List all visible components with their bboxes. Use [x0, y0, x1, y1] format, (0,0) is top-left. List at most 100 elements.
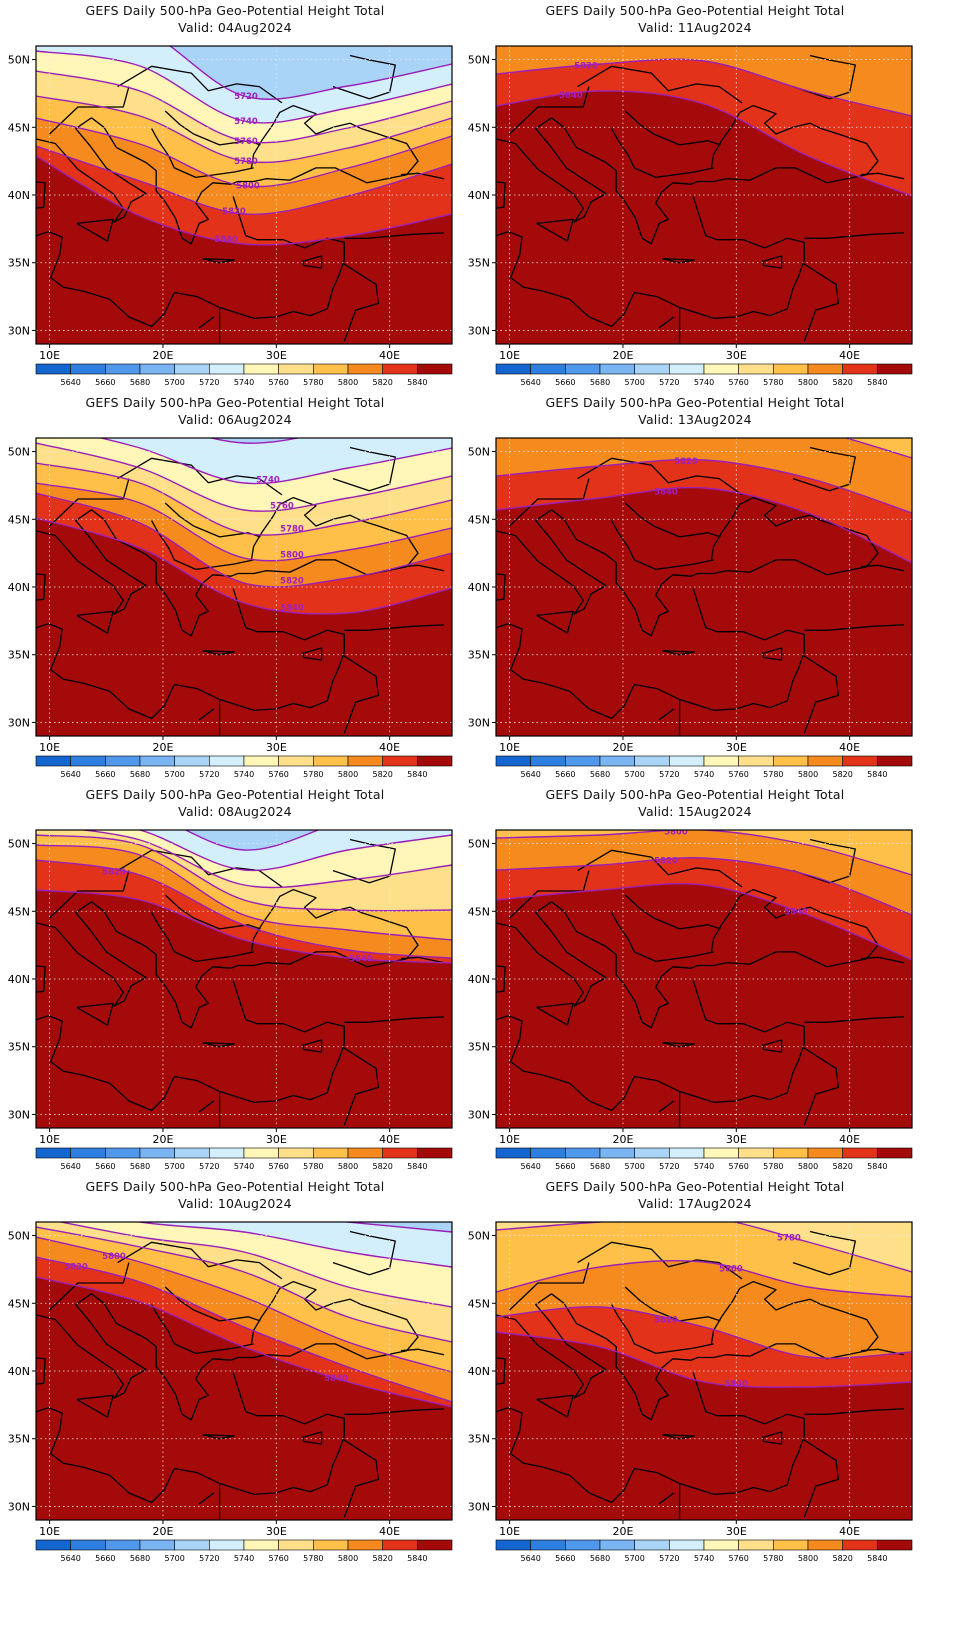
coastline — [611, 128, 714, 179]
contour-line — [496, 1331, 912, 1388]
map-svg: 5740 5760 5780 5800 5820 5840 50N 45N 40N 35N 30N 1… — [8, 437, 453, 779]
lon-tick-label: 10E — [39, 741, 60, 754]
coastline — [496, 1372, 805, 1504]
colorbar-swatch — [139, 1539, 175, 1551]
panel-title: GEFS Daily 500-hPa Geo-Potential Height … — [85, 395, 385, 410]
map-svg: 5720 5740 5760 5780 5800 5820 5840 50N 45N 40N 35N… — [8, 45, 453, 387]
colorbar-swatch — [417, 1539, 453, 1551]
map-panel-04aug: 5720 5740 5760 5780 5800 5820 5840 50N 45N 40N 35N… — [0, 0, 470, 408]
coastline — [202, 1434, 236, 1440]
coastline — [496, 509, 607, 615]
lon-tick-label: 20E — [612, 1133, 633, 1146]
contour-line — [340, 1222, 452, 1233]
colorbar-swatch — [313, 363, 349, 375]
colorbar-swatch — [565, 1539, 601, 1551]
coastline — [76, 610, 114, 634]
colorbar-label: 5700 — [624, 1162, 644, 1171]
lat-tick-label: 50N — [8, 838, 30, 851]
colorbar-swatch — [669, 755, 705, 767]
lon-tick-label: 30E — [726, 1133, 747, 1146]
colorbar-swatch — [773, 1539, 809, 1551]
colorbar-label: 5700 — [624, 770, 644, 779]
coastline — [198, 316, 215, 329]
colorbar-label: 5700 — [624, 1554, 644, 1563]
contour-line — [184, 830, 320, 851]
coastline — [36, 980, 345, 1112]
coastline — [341, 654, 379, 734]
colorbar-label: 5780 — [303, 1554, 323, 1563]
coastline — [551, 509, 699, 637]
colorbar-swatch — [243, 363, 279, 375]
contour-label: 5840 — [559, 91, 583, 101]
contour-line — [36, 482, 452, 562]
colorbar-swatch — [313, 1147, 349, 1159]
colorbar-label: 5660 — [555, 770, 575, 779]
contour-line — [496, 458, 912, 514]
contour-label: 5820 — [654, 857, 678, 867]
colorbar-label: 5640 — [60, 378, 80, 387]
colorbar-label: 5760 — [728, 378, 748, 387]
coastline — [164, 1286, 261, 1322]
colorbar-label: 5780 — [763, 770, 783, 779]
coastline — [151, 912, 254, 963]
colorbar-label: 5660 — [95, 1162, 115, 1171]
coastline — [36, 965, 46, 993]
coastline — [801, 654, 839, 734]
colorbar-swatch — [495, 1539, 531, 1551]
coastline — [496, 1357, 506, 1385]
colorbar-swatch — [347, 363, 383, 375]
coastline — [536, 610, 574, 634]
colorbar-swatch — [70, 1539, 106, 1551]
coastline — [860, 956, 905, 964]
lon-tick-label: 30E — [266, 349, 287, 362]
coastline — [761, 1431, 783, 1445]
coastline — [496, 196, 805, 328]
contour-line — [36, 145, 452, 216]
coastline — [91, 1293, 239, 1421]
coastline — [301, 1431, 323, 1445]
colorbar-label: 5780 — [303, 378, 323, 387]
contour-line — [496, 90, 912, 197]
map-svg: 5800 5820 5840 50N 45N 40N 35N 30N 10E 20E 30E 40E 5… — [468, 829, 913, 1171]
colorbar-label: 5760 — [268, 378, 288, 387]
lat-tick-label: 35N — [468, 649, 490, 662]
panel-title: GEFS Daily 500-hPa Geo-Potential Height … — [545, 3, 845, 18]
colorbar-label: 5840 — [407, 1554, 427, 1563]
colorbar-swatch — [209, 363, 245, 375]
lat-tick-label: 35N — [8, 649, 30, 662]
lon-tick-label: 40E — [379, 1525, 400, 1538]
colorbar-label: 5700 — [164, 770, 184, 779]
coastline — [36, 1357, 46, 1385]
colorbar-swatch — [278, 1539, 314, 1551]
colorbar-swatch — [347, 755, 383, 767]
coastline — [117, 65, 283, 104]
coastline — [611, 520, 714, 571]
lon-tick-label: 40E — [839, 1133, 860, 1146]
colorbar-label: 5800 — [338, 1162, 358, 1171]
colorbar-swatch — [209, 1539, 245, 1551]
colorbar-label: 5720 — [199, 770, 219, 779]
lat-tick-label: 30N — [8, 1500, 30, 1513]
height-band — [36, 890, 452, 1128]
contour-label: 5740 — [256, 476, 280, 486]
colorbar-swatch — [382, 1539, 418, 1551]
panel-title: GEFS Daily 500-hPa Geo-Potential Height … — [545, 787, 845, 802]
contour-line — [36, 117, 452, 188]
colorbar-swatch — [773, 755, 809, 767]
lat-tick-label: 45N — [8, 121, 30, 134]
coastline — [49, 478, 130, 527]
lon-tick-label: 40E — [839, 741, 860, 754]
panel-title: GEFS Daily 500-hPa Geo-Potential Height … — [545, 1179, 845, 1194]
panel-valid-date: Valid: 10Aug2024 — [178, 1196, 292, 1211]
colorbar-swatch — [842, 755, 878, 767]
colorbar-swatch — [278, 1147, 314, 1159]
contour-label: 5840 — [784, 908, 808, 918]
map-svg: 5800 5820 5840 50N 45N 40N 35N 30N 10E 20E 30E 40E 5… — [468, 45, 913, 387]
colorbar-label: 5780 — [303, 770, 323, 779]
coastline — [577, 849, 743, 888]
colorbar-label: 5720 — [659, 770, 679, 779]
colorbar-label: 5760 — [728, 1554, 748, 1563]
colorbar-swatch — [243, 1539, 279, 1551]
contour-label: 5840 — [214, 235, 238, 245]
map-panel-17aug: 5780 5800 5820 5840 50N 45N 40N 35N 30N 10E 20E 30E… — [460, 1176, 930, 1584]
